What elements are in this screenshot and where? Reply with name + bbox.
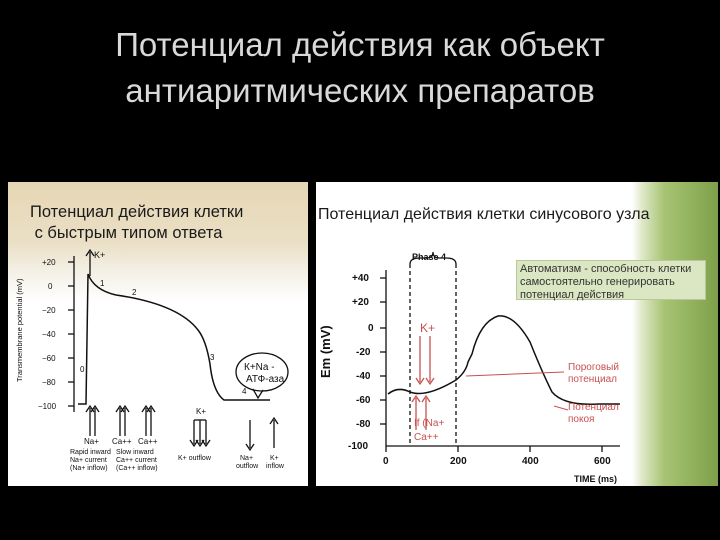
phase-label: 3: [210, 353, 215, 362]
left-y-tick: −20: [42, 306, 56, 315]
rest-label-2: покоя: [568, 414, 594, 425]
na-outflow-caption-1: Na+: [240, 455, 253, 462]
right-x-tick: 600: [594, 456, 611, 467]
left-y-tick: −100: [38, 402, 57, 411]
right-y-tick: +20: [352, 297, 369, 308]
phase-label: 2: [132, 288, 137, 297]
slow-caption-1: Slow inward: [116, 449, 154, 456]
threshold-label-2: потенциал: [568, 374, 617, 385]
right-y-tick: +40: [352, 273, 369, 284]
rapid-caption-3: (Na+ inflow): [70, 465, 108, 472]
slide-title-line2: антиаритмических препаратов: [125, 72, 595, 109]
sinus-ap-curve: [387, 315, 620, 405]
rapid-caption-1: Rapid inward: [70, 449, 111, 456]
slide-title: Потенциал действия как объект антиаритми…: [0, 22, 720, 114]
ion-na-label: Na+: [84, 437, 99, 446]
right-y-tick: -60: [356, 395, 371, 406]
phase-label: 4: [242, 387, 247, 396]
na-outflow-caption-2: outflow: [236, 463, 259, 470]
balloon-line2: АТФ-аза: [246, 374, 285, 385]
left-y-tick: −60: [42, 354, 56, 363]
right-y-tick: -100: [348, 441, 368, 452]
slide-title-line1: Потенциал действия как объект: [115, 26, 605, 63]
phase-label: 0: [80, 365, 85, 374]
left-y-tick: +20: [42, 258, 56, 267]
slow-caption-2: Ca++ current: [116, 457, 157, 464]
sinus-node-action-potential-panel: Потенциал действия клетки синусового узл…: [316, 182, 718, 486]
right-panel-header: Потенциал действия клетки синусового узл…: [318, 206, 650, 223]
ion-ca-label: Ca++: [112, 437, 132, 446]
left-y-tick: 0: [48, 282, 53, 291]
k-bottom-label: K+: [196, 407, 206, 416]
right-y-tick: -40: [356, 371, 371, 382]
left-y-tick: −40: [42, 330, 56, 339]
sinus-k-label: K+: [420, 321, 435, 335]
phase4-label: Phase 4: [412, 252, 446, 262]
fast-response-action-potential-panel: Потенциал действия клетки с быстрым типо…: [8, 182, 308, 486]
fast-response-ap-diagram: Transmembrane potential (mV) +20 0 −20 −…: [15, 248, 289, 472]
sinus-node-ap-diagram: Em (mV) +40 +20 0 -20 -40 -60 -80 -100 0…: [318, 251, 620, 484]
right-y-tick: -20: [356, 347, 371, 358]
right-x-tick: 400: [522, 456, 539, 467]
ca-label: Ca++: [414, 432, 439, 443]
right-x-tick: 200: [450, 456, 467, 467]
left-panel-header-line2: с быстрым типом ответа: [30, 224, 223, 242]
fast-ap-curve: [78, 273, 270, 405]
left-y-tick: −80: [42, 378, 56, 387]
automaticity-note: Автоматизм - способность клетки самостоя…: [516, 260, 706, 301]
balloon-line1: К+Na -: [244, 362, 275, 373]
if-label: If (Na+: [414, 418, 444, 429]
k-inflow-caption-2: inflow: [266, 463, 285, 470]
right-y-tick: 0: [368, 323, 374, 334]
ion-ca-label: Ca++: [138, 437, 158, 446]
rapid-caption-2: Na+ current: [70, 457, 107, 464]
right-x-tick: 0: [383, 456, 389, 467]
left-panel-header-line1: Потенциал действия клетки: [30, 203, 244, 221]
k-outflow-caption: K+ outflow: [178, 455, 212, 462]
slow-caption-3: (Ca++ inflow): [116, 465, 158, 472]
left-y-axis-title: Transmembrane potential (mV): [15, 278, 24, 382]
right-y-tick: -80: [356, 419, 371, 430]
rest-label-1: Потенциал: [568, 402, 619, 413]
k-top-label: K+: [94, 250, 105, 260]
left-panel-header: Потенциал действия клетки с быстрым типо…: [30, 202, 243, 244]
k-inflow-caption-1: K+: [270, 455, 279, 462]
right-y-axis-title: Em (mV): [318, 325, 333, 378]
threshold-label-1: Пороговый: [568, 362, 619, 373]
phase-label: 1: [100, 279, 105, 288]
right-x-axis-title: TIME (ms): [574, 474, 617, 484]
